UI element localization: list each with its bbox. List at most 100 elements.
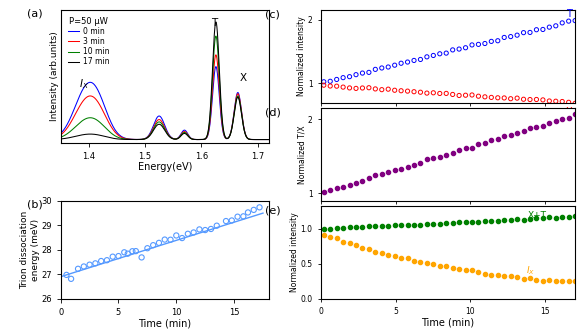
Point	[480, 41, 490, 46]
3 min	[147, 130, 154, 134]
Point	[339, 239, 348, 245]
Point	[370, 223, 380, 228]
Point	[564, 214, 573, 219]
17 min	[92, 132, 99, 136]
Point	[474, 219, 483, 224]
Line: 0 min: 0 min	[61, 67, 269, 139]
Point	[513, 96, 522, 101]
Point	[435, 264, 444, 269]
Line: 17 min: 17 min	[61, 22, 269, 139]
17 min	[212, 20, 219, 24]
Point	[358, 85, 367, 91]
Point	[416, 57, 425, 62]
Point	[474, 94, 483, 99]
10 min	[265, 137, 272, 141]
Point	[499, 133, 509, 138]
0 min	[57, 131, 64, 135]
Text: T: T	[212, 18, 218, 29]
0 min	[127, 137, 134, 141]
Point	[435, 221, 444, 226]
Point	[532, 124, 541, 129]
Point	[532, 27, 541, 33]
Point	[390, 223, 399, 228]
0 min	[92, 84, 99, 88]
Point	[120, 250, 129, 255]
Point	[480, 218, 490, 224]
Point	[519, 217, 528, 222]
Point	[570, 214, 578, 219]
10 min	[92, 117, 99, 121]
Point	[551, 99, 561, 104]
Point	[409, 258, 418, 264]
Point	[319, 189, 328, 195]
Point	[468, 42, 477, 47]
Point	[442, 220, 451, 225]
Point	[325, 234, 335, 239]
Point	[358, 178, 367, 183]
Text: X: X	[239, 72, 247, 83]
Point	[480, 272, 490, 277]
Text: X+T: X+T	[528, 211, 547, 220]
Point	[358, 224, 367, 229]
Point	[397, 88, 406, 93]
Point	[131, 248, 140, 254]
Point	[325, 79, 335, 84]
Point	[332, 225, 341, 230]
Point	[390, 253, 399, 259]
Point	[558, 279, 567, 284]
Point	[442, 264, 451, 269]
Point	[128, 249, 137, 254]
Point	[544, 25, 554, 30]
Point	[319, 232, 328, 238]
Point	[423, 156, 432, 162]
Point	[416, 90, 425, 95]
Point	[442, 50, 451, 56]
0 min	[171, 137, 178, 141]
Point	[532, 97, 541, 102]
17 min	[127, 137, 134, 141]
Point	[499, 217, 509, 223]
Point	[480, 140, 490, 146]
Y-axis label: Normalized T/X: Normalized T/X	[297, 125, 306, 184]
Point	[570, 111, 578, 117]
Point	[332, 84, 341, 89]
Point	[358, 245, 367, 250]
Point	[332, 77, 341, 82]
Point	[351, 72, 361, 77]
Point	[416, 160, 425, 165]
Text: (e): (e)	[265, 205, 280, 215]
X-axis label: Time (min): Time (min)	[138, 318, 191, 328]
Point	[499, 95, 509, 101]
Point	[339, 185, 348, 190]
Point	[468, 219, 477, 225]
Point	[384, 64, 393, 70]
Point	[429, 90, 438, 95]
Point	[403, 256, 412, 261]
Point	[351, 86, 361, 91]
Point	[233, 214, 242, 219]
Point	[409, 89, 418, 94]
17 min	[171, 137, 178, 141]
10 min	[212, 34, 219, 38]
Point	[201, 227, 210, 233]
Point	[239, 214, 248, 219]
Point	[429, 221, 438, 227]
Point	[172, 233, 181, 238]
Point	[397, 222, 406, 228]
Point	[409, 162, 418, 168]
Point	[351, 180, 361, 186]
Point	[435, 51, 444, 56]
Point	[212, 223, 221, 228]
Point	[370, 173, 380, 178]
Point	[544, 277, 554, 283]
10 min	[57, 135, 64, 139]
Point	[351, 242, 361, 247]
Point	[564, 100, 573, 105]
Point	[513, 33, 522, 38]
Text: (c): (c)	[265, 9, 280, 19]
Point	[143, 246, 152, 251]
Text: $I_X$: $I_X$	[79, 78, 90, 91]
Point	[345, 225, 354, 230]
Point	[85, 262, 94, 267]
Point	[66, 276, 76, 282]
